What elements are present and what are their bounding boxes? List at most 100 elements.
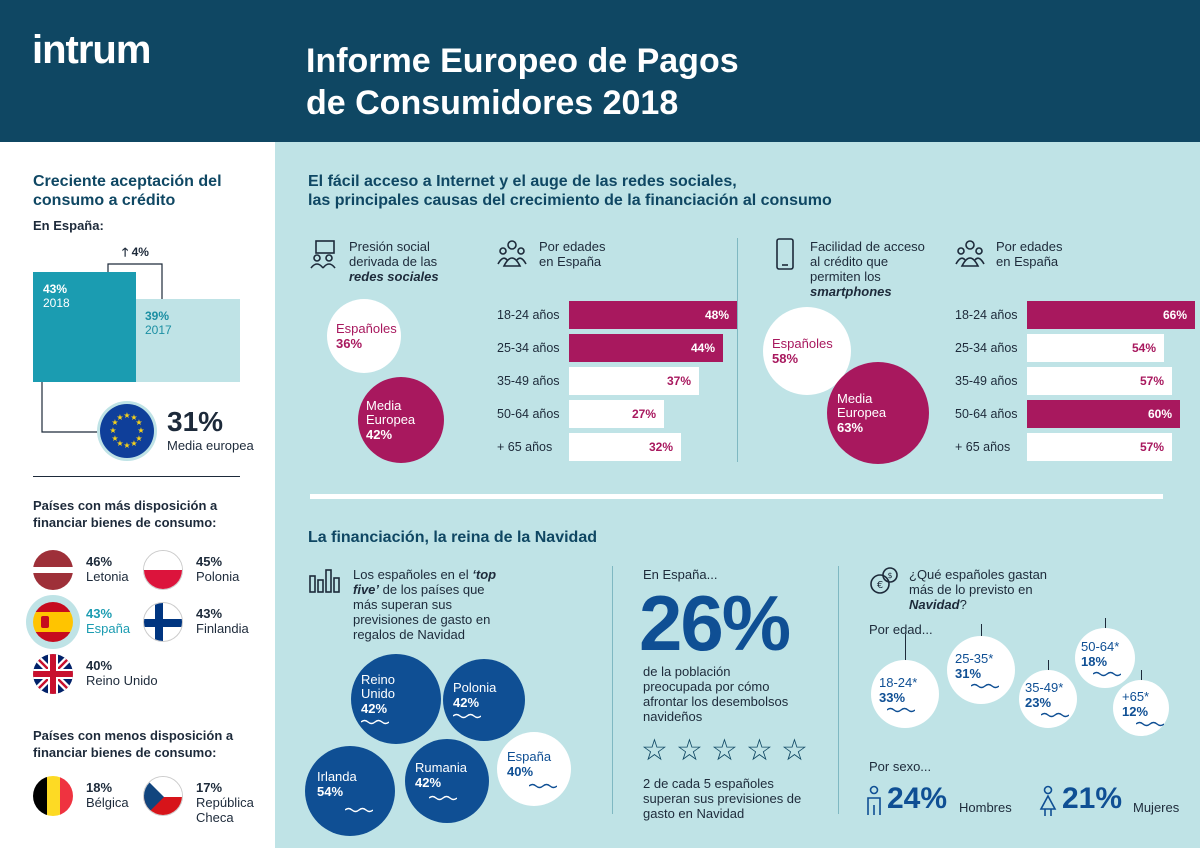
ornament-age-50-64: 50-64* 18% — [1075, 628, 1135, 688]
bar-category-label: + 65 años — [497, 440, 553, 454]
bar-category-label: 50-64 años — [955, 407, 1018, 421]
worried-percent: 26% — [639, 579, 791, 667]
men-percent: 24% — [887, 782, 948, 815]
string — [1048, 660, 1049, 672]
ornament-spain: España 40% — [497, 732, 571, 806]
eu-average-value: 31% — [167, 406, 224, 437]
country-czech-republic: 17% República Checa — [196, 780, 254, 825]
wave-icon — [361, 719, 389, 725]
poland-flag-icon — [143, 550, 183, 590]
header: intrum Informe Europeo de Pagos de Consu… — [0, 0, 1200, 142]
smartphone-icon — [776, 238, 794, 270]
svg-text:★: ★ — [123, 411, 130, 420]
string — [981, 624, 982, 636]
divider — [33, 476, 240, 477]
svg-text:★: ★ — [123, 441, 130, 450]
bar-2: 37% — [569, 367, 699, 395]
intrum-logo: intrum — [32, 28, 151, 72]
country-spain: 43% España — [86, 606, 131, 636]
page-title: Informe Europeo de Pagos de Consumidores… — [306, 42, 739, 122]
social-age-chart: 18-24 años 48% 25-34 años 44% 35-49 años 37% 5… — [497, 301, 737, 466]
ornament-age-65: +65* 12% — [1113, 680, 1169, 736]
more-willing-title: Países con más disposición a financiar b… — [33, 498, 218, 530]
ornament-poland: Polonia 42% — [443, 659, 525, 741]
bar-category-label: 35-49 años — [955, 374, 1018, 388]
svg-text:★: ★ — [130, 439, 137, 448]
left-panel: Creciente aceptación del consumo a crédi… — [0, 142, 275, 848]
bar-1: 54% — [1027, 334, 1164, 362]
star-icon: ☆ — [781, 734, 808, 767]
bar-category-label: 25-34 años — [497, 341, 560, 355]
bar-2018: 43% 2018 — [33, 272, 136, 382]
country-latvia: 46% Letonia — [86, 554, 129, 584]
credit-acceptance-title: Creciente aceptación del consumo a crédi… — [33, 173, 222, 209]
social-pressure-label: Presión social derivada de las redes soc… — [349, 239, 439, 284]
bar-3: 27% — [569, 400, 664, 428]
worried-text: de la población preocupada por cómo afro… — [643, 664, 789, 724]
men-label: Hombres — [959, 800, 1012, 815]
bar-2: 57% — [1027, 367, 1172, 395]
bar-3: 60% — [1027, 400, 1180, 428]
country-uk: 40% Reino Unido — [86, 658, 158, 688]
svg-text:★: ★ — [111, 434, 118, 443]
arrow-up-icon: 🡑 — [122, 245, 129, 259]
by-age-label: Por edad... — [869, 622, 933, 637]
bar-0: 66% — [1027, 301, 1195, 329]
age-label-2: Por edades en España — [996, 239, 1063, 269]
svg-text:★: ★ — [130, 413, 137, 422]
bar-category-label: 35-49 años — [497, 374, 560, 388]
svg-text:★: ★ — [109, 426, 116, 435]
czech-flag-icon — [143, 776, 183, 816]
bar-category-label: + 65 años — [955, 440, 1011, 454]
phone-age-chart: 18-24 años 66% 25-34 años 54% 35-49 años 57% 5… — [955, 301, 1195, 466]
country-finland: 43% Finlandia — [196, 606, 249, 636]
svg-text:★: ★ — [135, 418, 142, 427]
coins-icon: € $ — [870, 567, 898, 594]
string — [1105, 618, 1106, 630]
wave-icon — [529, 783, 557, 788]
social-spain-circle: Españoles 36% — [327, 299, 401, 373]
smartphone-label: Facilidad de acceso al crédito que permi… — [810, 239, 925, 299]
wave-icon — [429, 795, 457, 801]
column-divider — [737, 238, 738, 462]
belgium-flag-icon — [33, 776, 73, 816]
svg-text:$: $ — [887, 571, 892, 580]
in-spain-label-2: En España... — [643, 567, 718, 582]
right-panel: El fácil acceso a Internet y el auge de … — [275, 142, 1200, 848]
svg-text:★: ★ — [111, 418, 118, 427]
social-network-icon — [310, 240, 336, 269]
question-text: ¿Qué españoles gastan más de lo previsto… — [909, 567, 1048, 612]
eu-flag-icon: ★ ★ ★ ★ ★ ★ ★ ★ ★ ★ ★ ★ — [100, 404, 154, 458]
latvia-flag-icon — [33, 550, 73, 590]
in-spain-label: En España: — [33, 218, 104, 233]
people-age-icon-2 — [955, 240, 985, 267]
bar-category-label: 18-24 años — [955, 308, 1018, 322]
string — [905, 634, 906, 664]
country-poland: 45% Polonia — [196, 554, 240, 584]
social-eu-circle: Media Europea 42% — [358, 377, 444, 463]
ornament-uk: Reino Unido 42% — [351, 654, 441, 744]
ornament-age-25-35: 25-35* 31% — [947, 636, 1015, 704]
woman-icon — [1039, 785, 1057, 816]
string — [1141, 670, 1142, 682]
wave-icon — [1136, 721, 1164, 726]
wave-icon — [345, 807, 373, 812]
man-icon — [867, 785, 881, 815]
wave-icon — [1041, 712, 1069, 717]
women-percent: 21% — [1062, 782, 1123, 815]
age-label-1: Por edades en España — [539, 239, 606, 269]
growth-badge: 🡑 4% — [122, 245, 149, 259]
country-belgium: 18% Bélgica — [86, 780, 129, 810]
bar-0: 48% — [569, 301, 737, 329]
phone-eu-circle: Media Europea 63% — [827, 362, 929, 464]
svg-text:★: ★ — [116, 439, 123, 448]
star-icon: ☆ — [676, 734, 703, 767]
bar-2017: 39% 2017 — [136, 299, 240, 382]
svg-text:★: ★ — [135, 434, 142, 443]
bar-4: 57% — [1027, 433, 1172, 461]
people-age-icon — [497, 240, 527, 267]
finland-flag-icon — [143, 602, 183, 642]
svg-text:€: € — [877, 580, 883, 591]
star-icon: ☆ — [746, 734, 773, 767]
svg-text:★: ★ — [137, 426, 144, 435]
